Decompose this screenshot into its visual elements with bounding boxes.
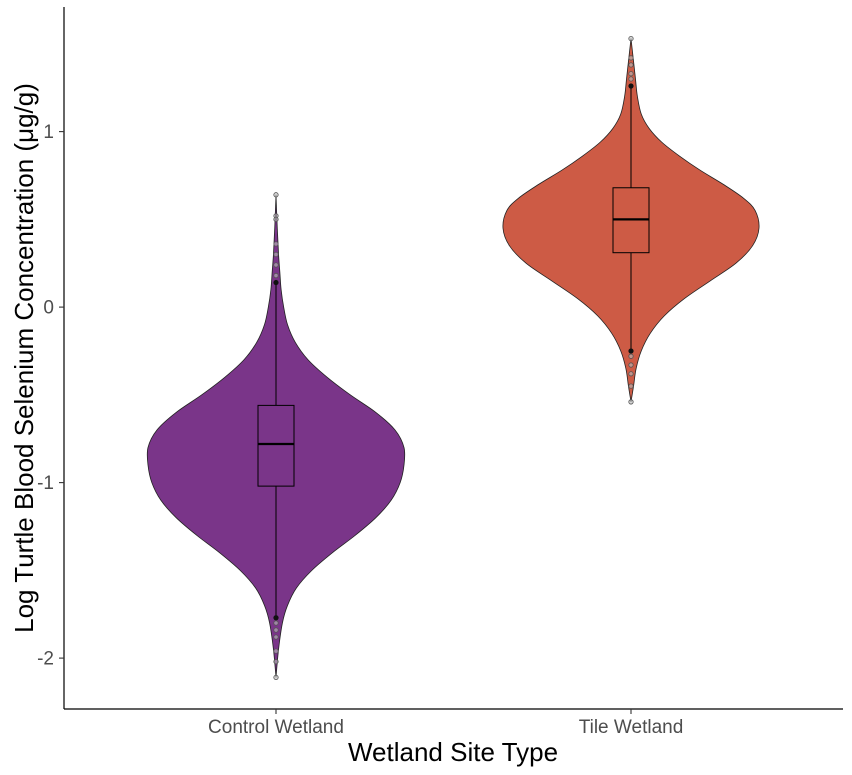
outlier-point	[273, 659, 279, 665]
whisker-end-point	[628, 83, 634, 89]
y-axis-title: Log Turtle Blood Selenium Concentration …	[9, 83, 39, 633]
outlier-point	[628, 399, 634, 405]
box-iqr	[257, 404, 295, 487]
outlier-point	[628, 35, 634, 42]
whisker-end-point	[628, 348, 634, 354]
outlier-point	[628, 362, 634, 368]
outlier-point	[273, 648, 279, 654]
plot-area	[146, 35, 760, 681]
whisker-end-point	[273, 615, 279, 621]
outlier-point	[273, 634, 279, 640]
y-tick-label: -1	[37, 473, 54, 494]
outlier-point	[628, 383, 634, 389]
y-tick-label: 1	[43, 122, 54, 143]
outlier-point	[273, 241, 279, 247]
y-tick-label: 0	[43, 298, 54, 319]
outlier-point	[273, 251, 279, 258]
outlier-point	[273, 262, 279, 268]
outlier-point	[628, 71, 634, 77]
outlier-point	[628, 76, 634, 82]
outlier-point	[628, 353, 634, 359]
outlier-point	[273, 674, 279, 681]
y-axis-ticks: -2 -1 0 1	[37, 122, 64, 670]
outlier-point	[628, 62, 634, 68]
outlier-point	[273, 216, 279, 222]
whisker-end-point	[273, 279, 279, 286]
outlier-point	[273, 272, 279, 279]
violin-group-control-wetland	[146, 192, 406, 681]
violin-group-tile-wetland	[502, 35, 760, 405]
outlier-point	[273, 627, 279, 633]
x-axis-ticks: Control Wetland Tile Wetland	[208, 709, 683, 738]
outlier-point	[628, 371, 634, 377]
outlier-point	[273, 620, 279, 626]
x-axis-title: Wetland Site Type	[348, 737, 558, 767]
y-tick-label: -2	[37, 649, 54, 670]
outlier-point	[628, 55, 634, 61]
x-tick-label: Tile Wetland	[579, 717, 684, 738]
x-tick-label: Control Wetland	[208, 717, 344, 738]
outlier-point	[273, 192, 279, 198]
